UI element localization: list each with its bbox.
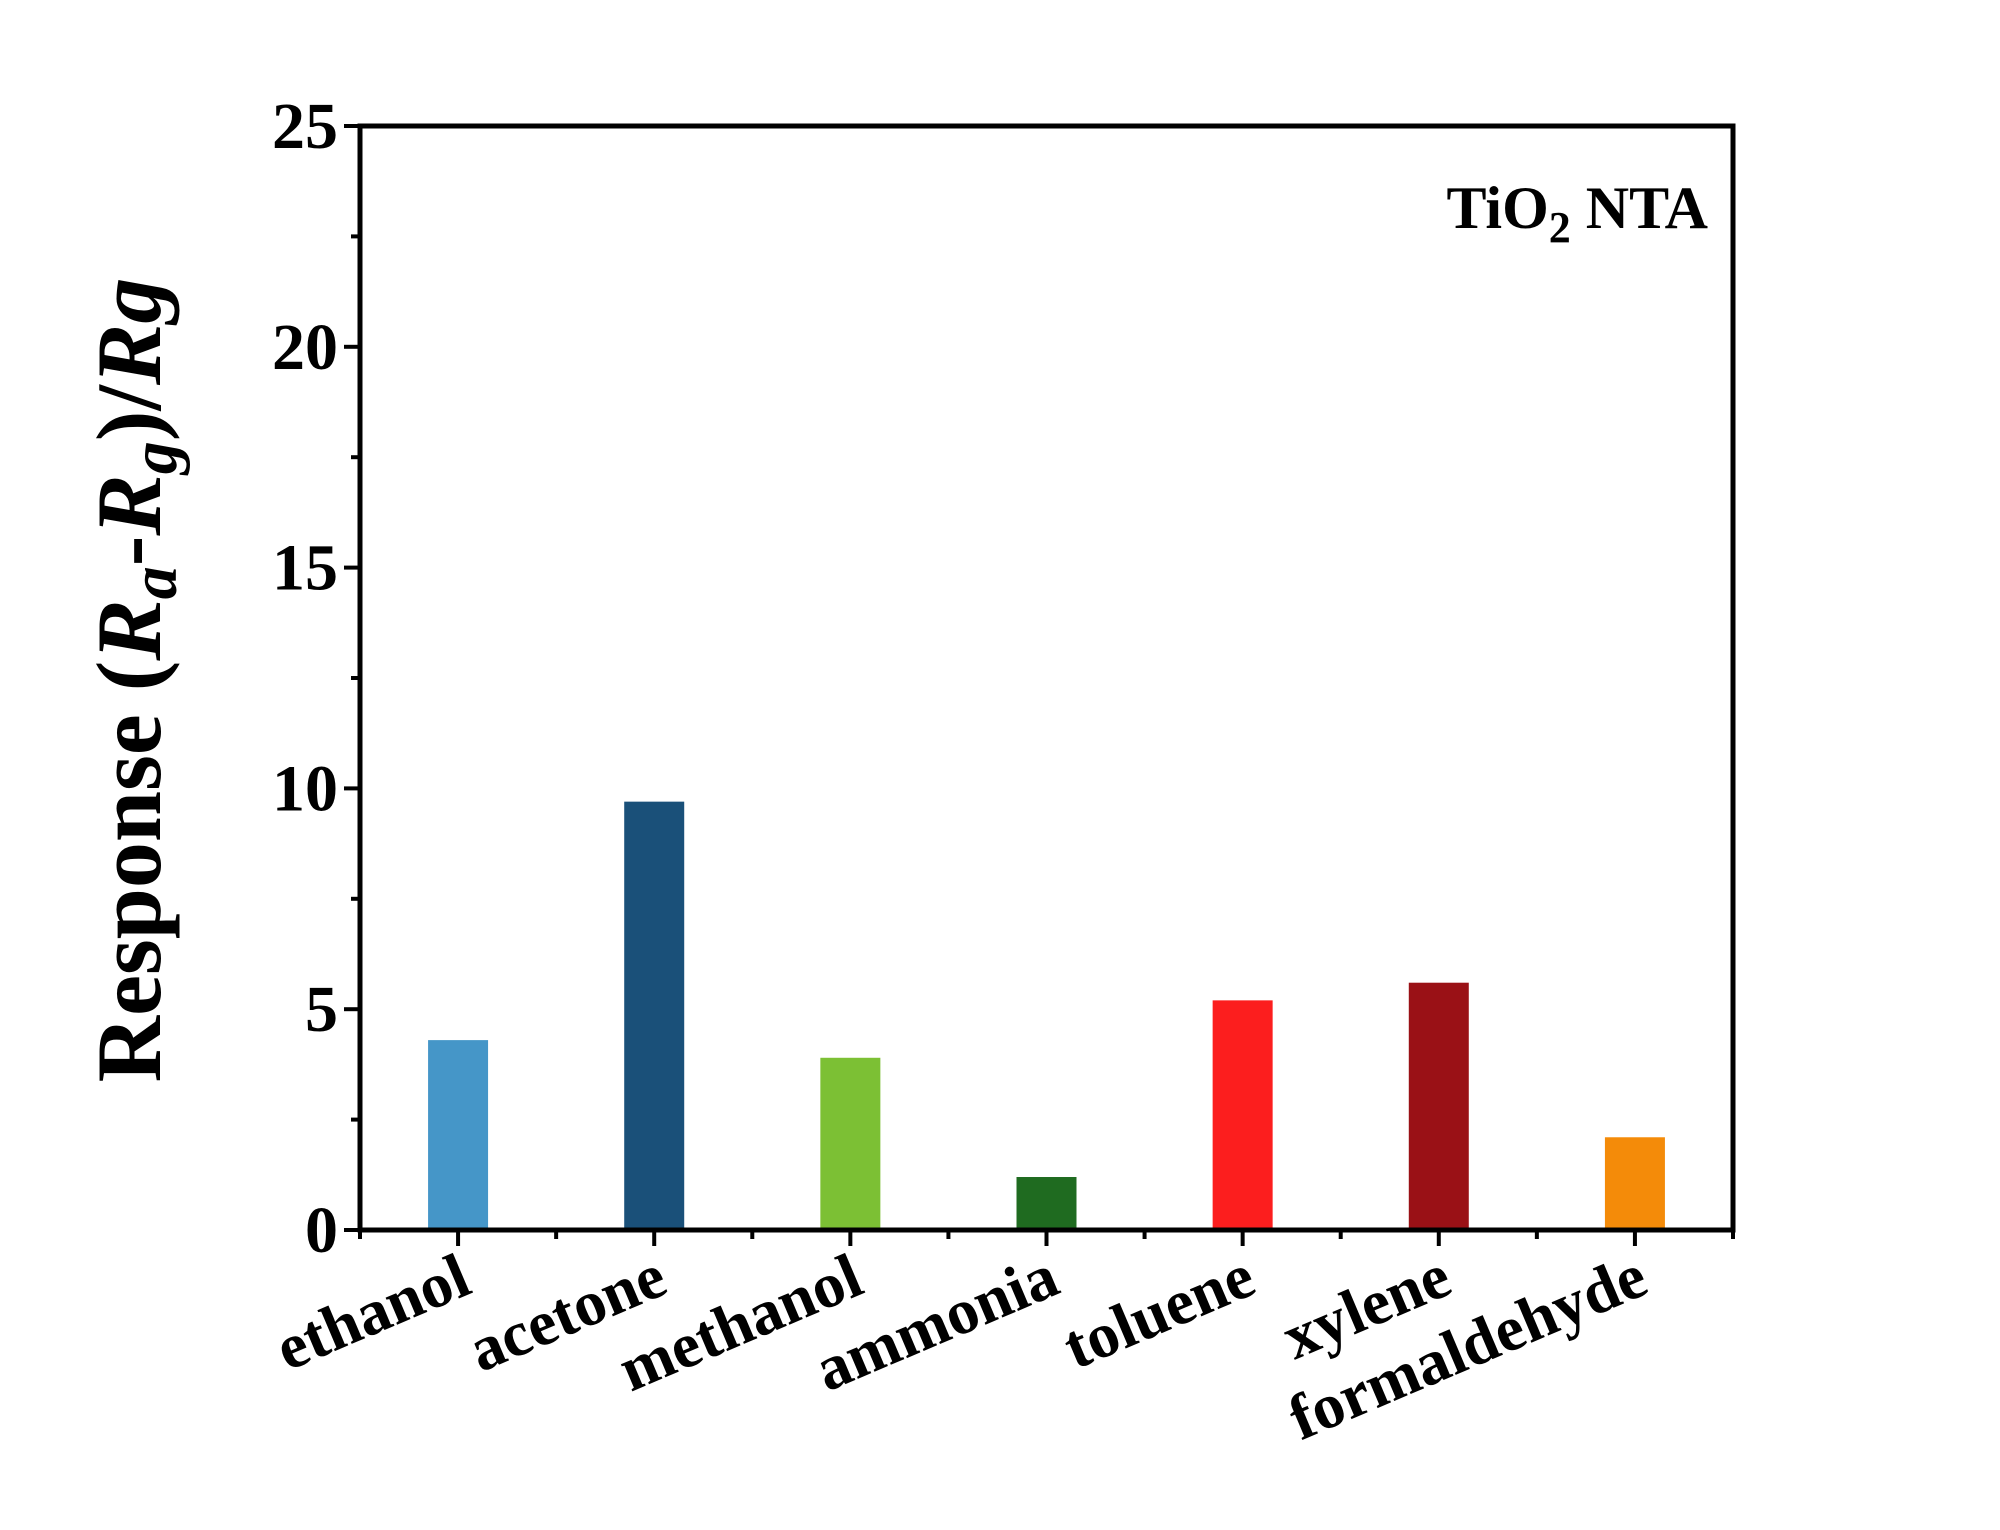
ylabel-dash: -: [78, 536, 180, 567]
plot-frame: [357, 123, 1736, 1233]
y-axis-label: Response (Ra-Rg)/Rg: [78, 278, 191, 1083]
bar-toluene: [1212, 1000, 1273, 1230]
annotation-main: TiO: [1446, 175, 1548, 241]
bar-ethanol: [428, 1040, 489, 1230]
y-tick-label: 10: [272, 752, 338, 825]
y-tick-label: 15: [272, 532, 338, 605]
annotation-rest: NTA: [1571, 175, 1708, 241]
ylabel-s1: a: [118, 566, 191, 599]
bars-layer: [428, 801, 1665, 1230]
tick-marks: [344, 124, 1735, 1246]
bar-ammonia: [1016, 1177, 1077, 1230]
y-tick-label: 0: [305, 1194, 338, 1267]
ylabel-prefix: Response (: [78, 661, 180, 1083]
y-tick-label: 20: [272, 311, 338, 384]
bar-formaldehyde: [1604, 1137, 1665, 1230]
chart-annotation: TiO2 NTA: [1446, 175, 1708, 252]
bar-methanol: [820, 1057, 881, 1230]
annotation-subscript: 2: [1549, 203, 1571, 252]
y-tick-label: 5: [305, 973, 338, 1046]
bar-xylene: [1408, 982, 1469, 1230]
y-tick-label: 25: [272, 90, 338, 163]
ylabel-s3: g: [78, 278, 180, 326]
ylabel-r2: R: [78, 474, 180, 536]
ylabel-close: )/: [78, 384, 180, 442]
x-tick-label-toluene: toluene: [1053, 1240, 1264, 1383]
x-tick-label-ethanol: ethanol: [265, 1240, 479, 1385]
ylabel-s2: g: [118, 441, 191, 476]
y-tick-labels: 0 5 10 15 20 25: [272, 90, 338, 1267]
ylabel-r3: R: [78, 324, 180, 386]
ylabel-r1: R: [78, 599, 180, 661]
bar-acetone: [624, 801, 685, 1230]
